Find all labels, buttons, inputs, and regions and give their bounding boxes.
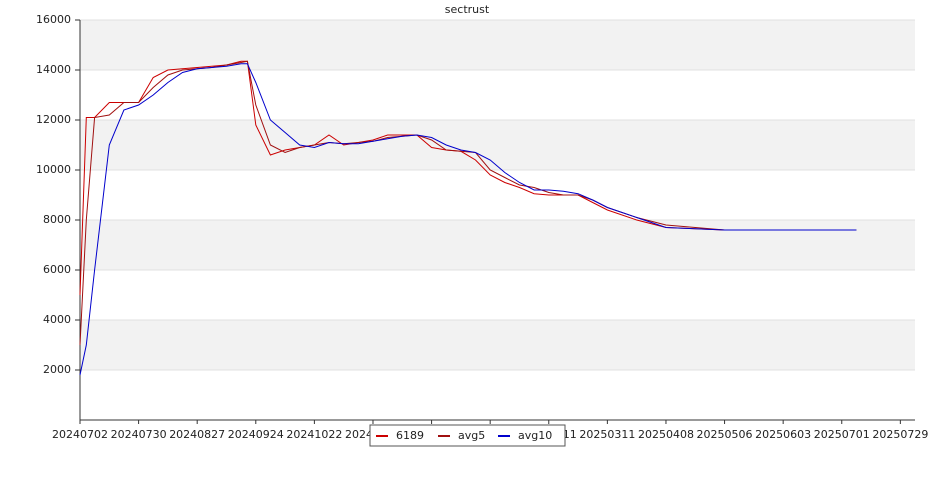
x-tick-label: 20240730 xyxy=(111,428,167,441)
legend-label: 6189 xyxy=(396,429,424,442)
y-tick-label: 8000 xyxy=(43,213,71,226)
y-tick-label: 6000 xyxy=(43,263,71,276)
legend-label: avg5 xyxy=(458,429,485,442)
chart-title: sectrust xyxy=(445,3,490,16)
y-tick-label: 4000 xyxy=(43,313,71,326)
y-tick-label: 2000 xyxy=(43,363,71,376)
x-tick-label: 20250603 xyxy=(755,428,811,441)
x-tick-label: 20241022 xyxy=(286,428,342,441)
legend-box xyxy=(369,424,566,447)
series-line xyxy=(79,60,857,346)
x-tick-label: 20240924 xyxy=(228,428,284,441)
y-tick-label: 14000 xyxy=(36,63,71,76)
x-tick-label: 20250311 xyxy=(579,428,635,441)
series-line xyxy=(79,60,857,296)
y-tick-label: 12000 xyxy=(36,113,71,126)
grid-band xyxy=(80,120,915,170)
grid-band xyxy=(80,20,915,70)
series-line xyxy=(79,63,857,376)
legend: 6189 avg5 avg10 xyxy=(369,424,566,447)
y-tick-label: 16000 xyxy=(36,13,71,26)
x-tick-label: 20250408 xyxy=(638,428,694,441)
grid-band xyxy=(80,320,915,370)
legend-label: avg10 xyxy=(518,429,552,442)
grid-band xyxy=(80,220,915,270)
x-tick-label: 20240702 xyxy=(52,428,108,441)
x-tick-label: 20250506 xyxy=(697,428,753,441)
x-tick-label: 20250729 xyxy=(872,428,928,441)
y-tick-label: 10000 xyxy=(36,163,71,176)
x-tick-label: 20240827 xyxy=(169,428,225,441)
x-tick-label: 20250701 xyxy=(814,428,870,441)
